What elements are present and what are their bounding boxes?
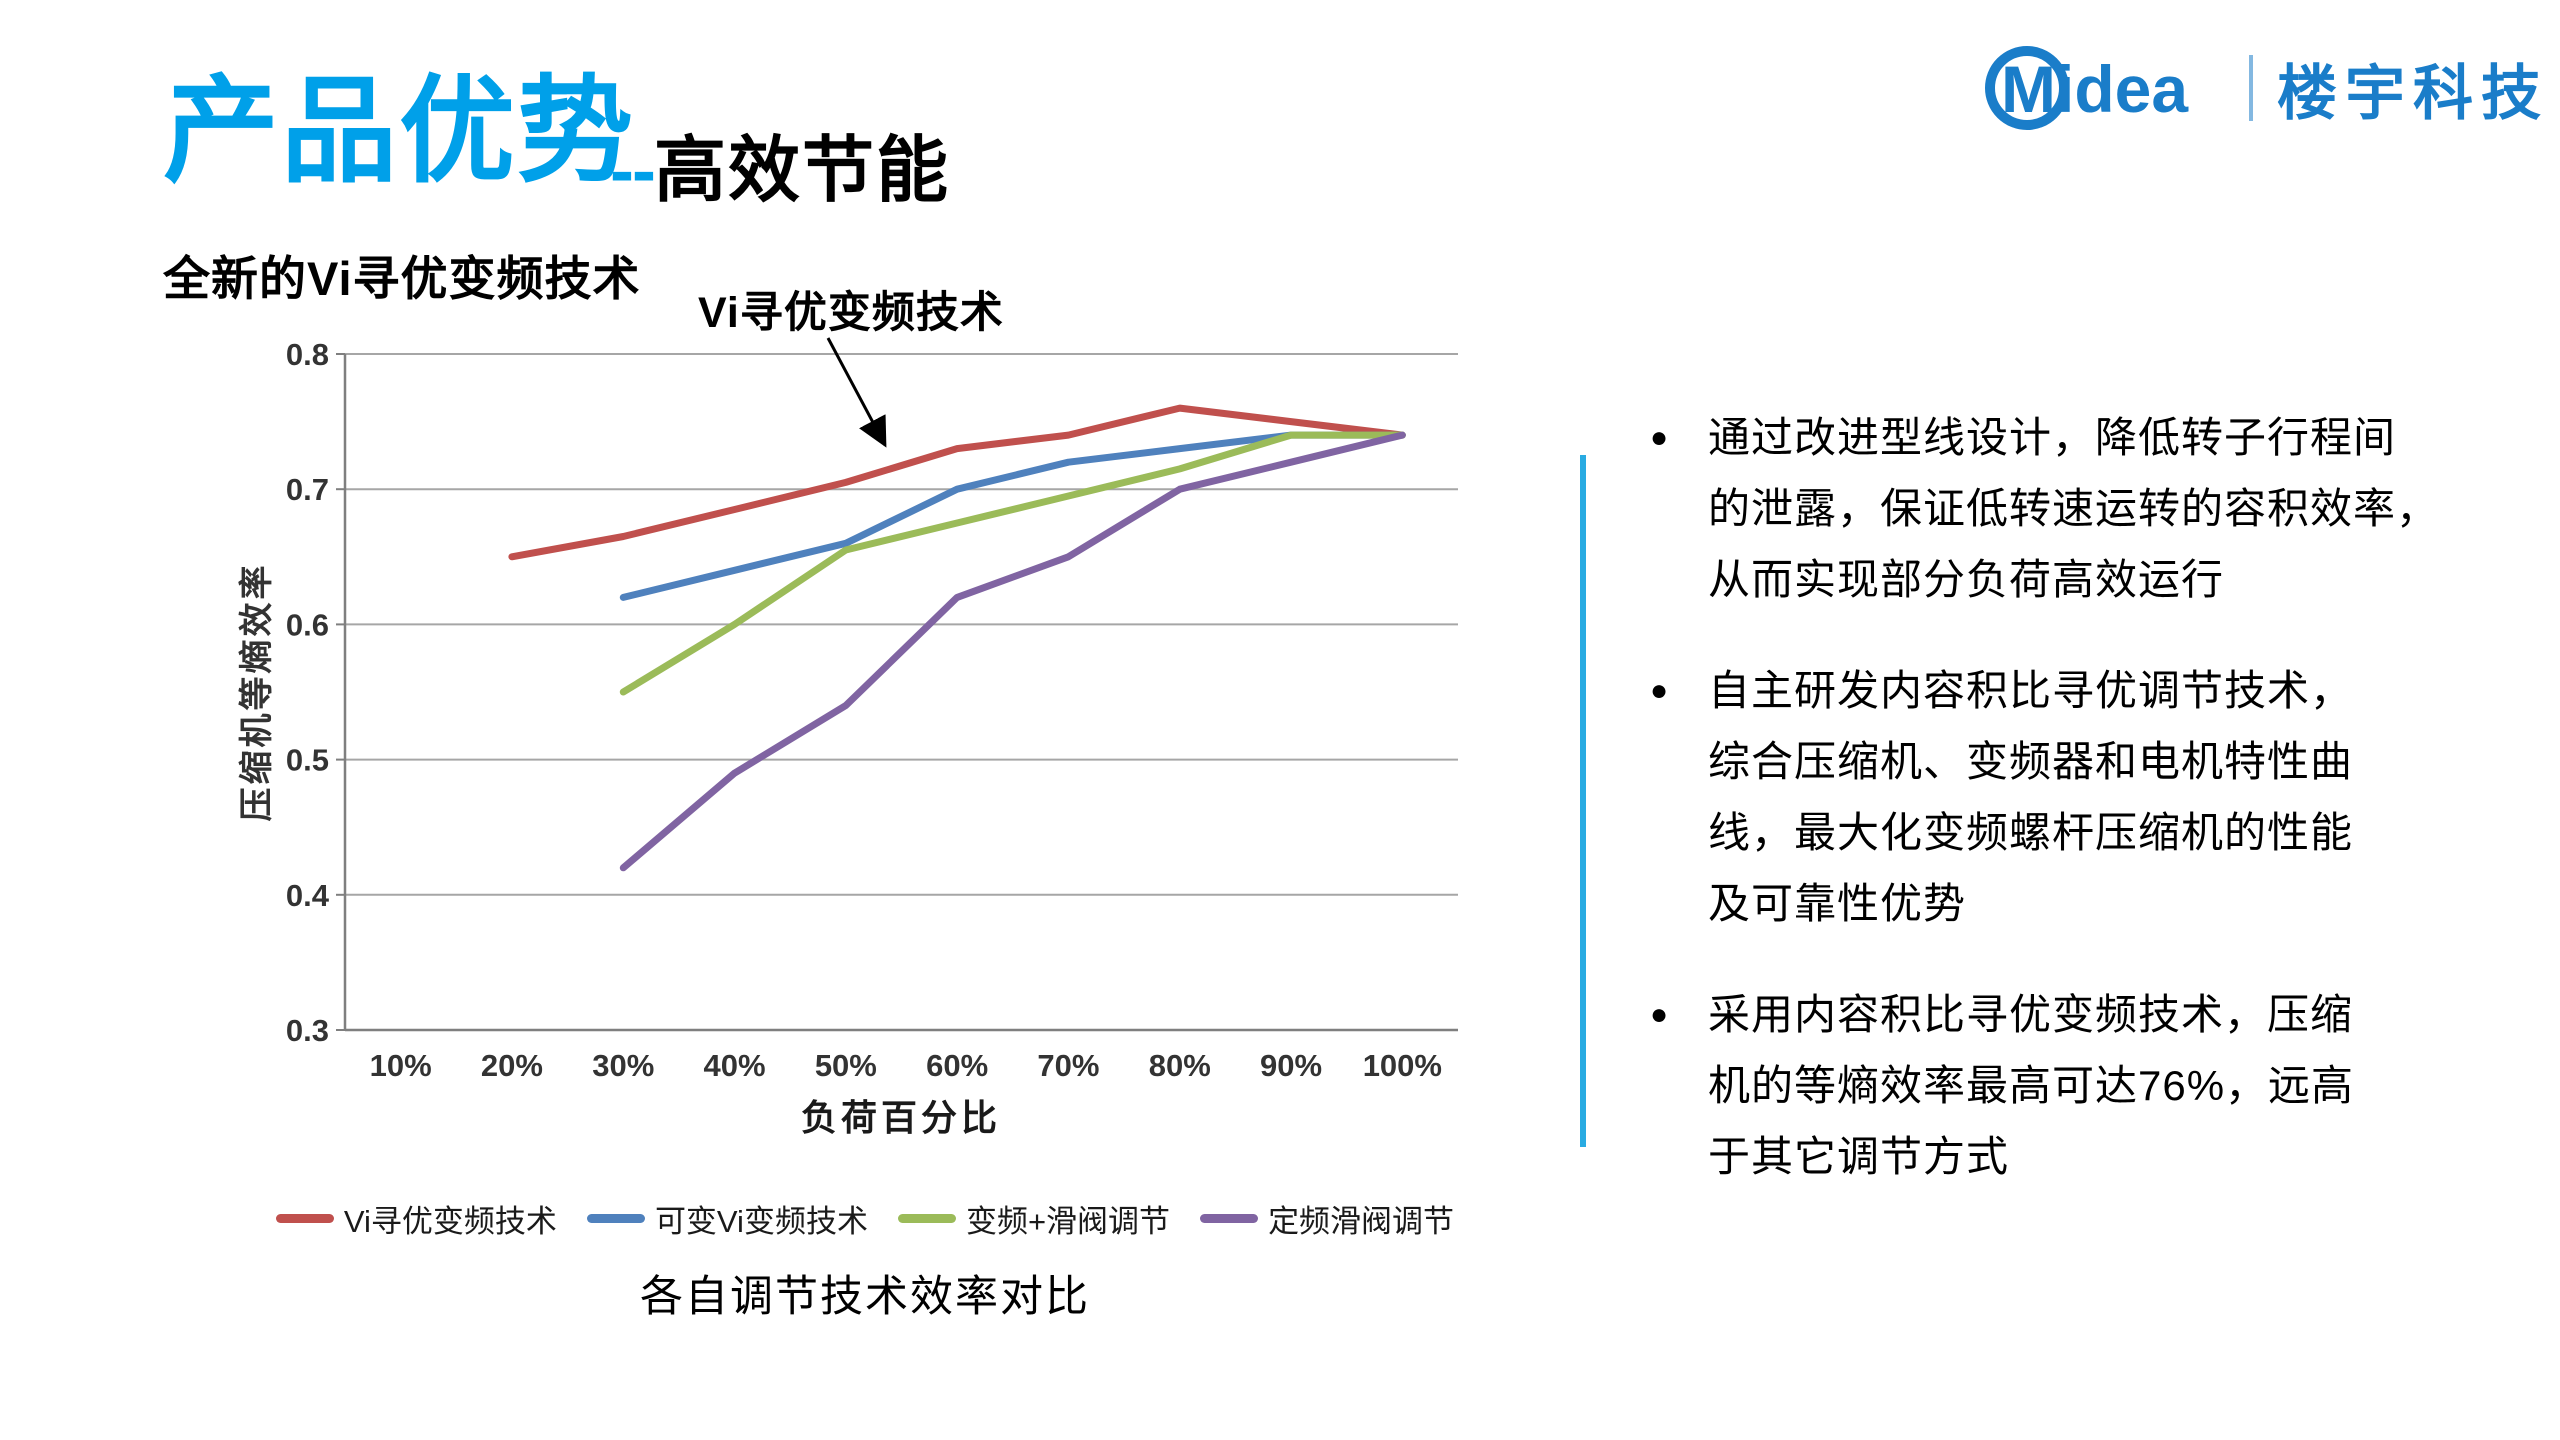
chart-section-heading: 全新的Vi寻优变频技术 bbox=[163, 252, 641, 305]
chart-tick-labels: 0.8 0.7 0.6 0.5 0.4 0.3 10% 20% 30% 40% 50% 60% 70% 8… bbox=[286, 337, 1442, 1083]
chart-gridlines bbox=[345, 353, 1458, 1031]
series-line bbox=[619, 431, 1406, 601]
bullet-list: ● 通过改进型线设计，降低转子行程间 的泄露，保证低转速运转的容积效率， 从而实现… bbox=[1650, 402, 2558, 1232]
x-tick-label: 50% bbox=[815, 1048, 877, 1083]
page-title: 产品优势 bbox=[163, 66, 635, 196]
bullet-marker-icon: ● bbox=[1650, 998, 1669, 1031]
y-tick-label: 0.6 bbox=[286, 607, 329, 642]
line-chart: 0.8 0.7 0.6 0.5 0.4 0.3 10% 20% 30% 40% 50% 60% 70% 8… bbox=[238, 337, 1458, 1138]
chart-series-lines bbox=[508, 404, 1406, 872]
x-tick-label: 70% bbox=[1037, 1048, 1099, 1083]
logo-circle-icon bbox=[1985, 46, 2069, 130]
bullet-item: ● 通过改进型线设计，降低转子行程间 的泄露，保证低转速运转的容积效率， 从而实现… bbox=[1650, 402, 2558, 615]
legend-item: 定频滑阀调节 bbox=[1200, 1196, 1454, 1241]
chart-caption: 各自调节技术效率对比 bbox=[640, 1273, 1090, 1321]
series-line bbox=[619, 431, 1406, 872]
midea-logo-mark: Midea bbox=[1985, 46, 2189, 130]
x-tick-label: 40% bbox=[704, 1048, 766, 1083]
x-tick-label: 60% bbox=[926, 1048, 988, 1083]
x-tick-label: 100% bbox=[1363, 1048, 1442, 1083]
bullet-item: ● 采用内容积比寻优变频技术，压缩 机的等熵效率最高可达76%，远高 于其它调节方… bbox=[1650, 979, 2558, 1192]
bullet-marker-icon: ● bbox=[1650, 674, 1669, 707]
chart-annotation-label: Vi寻优变频技术 bbox=[698, 289, 1004, 337]
legend-label: 定频滑阀调节 bbox=[1268, 1204, 1455, 1239]
bullet-item: ● 自主研发内容积比寻优调节技术， 综合压缩机、变频器和电机特性曲 线，最大化变频… bbox=[1650, 655, 2558, 939]
y-tick-label: 0.4 bbox=[286, 878, 330, 913]
y-tick-label: 0.7 bbox=[286, 472, 329, 507]
legend-label: Vi寻优变频技术 bbox=[343, 1204, 557, 1239]
legend-label: 可变Vi变频技术 bbox=[654, 1204, 868, 1239]
bullet-text: 通过改进型线设计，降低转子行程间 的泄露，保证低转速运转的容积效率， 从而实现部… bbox=[1708, 414, 2440, 603]
y-axis-title: 压缩机等熵效率 bbox=[238, 563, 276, 822]
chart-legend: Vi寻优变频技术 可变Vi变频技术 变频+滑阀调节 定频滑阀调节 bbox=[230, 1196, 1500, 1241]
page-subtitle: 高效节能 bbox=[653, 131, 950, 211]
x-tick-label: 90% bbox=[1260, 1048, 1322, 1083]
legend-item: 变频+滑阀调节 bbox=[897, 1196, 1171, 1241]
logo-brand-text: Midea bbox=[2001, 52, 2189, 126]
chart-axes bbox=[336, 353, 1458, 1032]
legend-swatch bbox=[1200, 1214, 1259, 1223]
vertical-divider bbox=[1580, 455, 1586, 1147]
x-tick-label: 80% bbox=[1149, 1048, 1211, 1083]
bullet-marker-icon: ● bbox=[1650, 421, 1669, 454]
x-axis-title: 负荷百分比 bbox=[801, 1097, 1001, 1138]
legend-swatch bbox=[275, 1214, 334, 1223]
legend-swatch bbox=[586, 1214, 645, 1223]
y-tick-label: 0.3 bbox=[286, 1013, 329, 1048]
y-tick-label: 0.8 bbox=[286, 337, 329, 372]
x-tick-label: 20% bbox=[481, 1048, 543, 1083]
legend-swatch bbox=[897, 1214, 956, 1223]
series-line bbox=[508, 404, 1406, 561]
series-line bbox=[619, 431, 1406, 696]
legend-label: 变频+滑阀调节 bbox=[965, 1204, 1171, 1239]
logo-unit-text: 楼宇科技 bbox=[2277, 59, 2549, 127]
bullet-text: 自主研发内容积比寻优调节技术， 综合压缩机、变频器和电机特性曲 线，最大化变频螺… bbox=[1708, 667, 2354, 927]
bullet-text: 采用内容积比寻优变频技术，压缩 机的等熵效率最高可达76%，远高 于其它调节方式 bbox=[1708, 991, 2355, 1180]
legend-item: 可变Vi变频技术 bbox=[586, 1196, 868, 1241]
page-title-suffix: --高效节能 bbox=[610, 128, 950, 214]
x-tick-label: 30% bbox=[592, 1048, 654, 1083]
y-tick-label: 0.5 bbox=[286, 743, 329, 778]
logo-divider bbox=[2249, 55, 2253, 121]
title-dashes: -- bbox=[610, 131, 656, 211]
annotation-arrow-icon bbox=[826, 337, 887, 448]
legend-item: Vi寻优变频技术 bbox=[275, 1196, 557, 1241]
midea-logo: Midea 楼宇科技 bbox=[1985, 38, 2549, 138]
x-tick-label: 10% bbox=[370, 1048, 432, 1083]
